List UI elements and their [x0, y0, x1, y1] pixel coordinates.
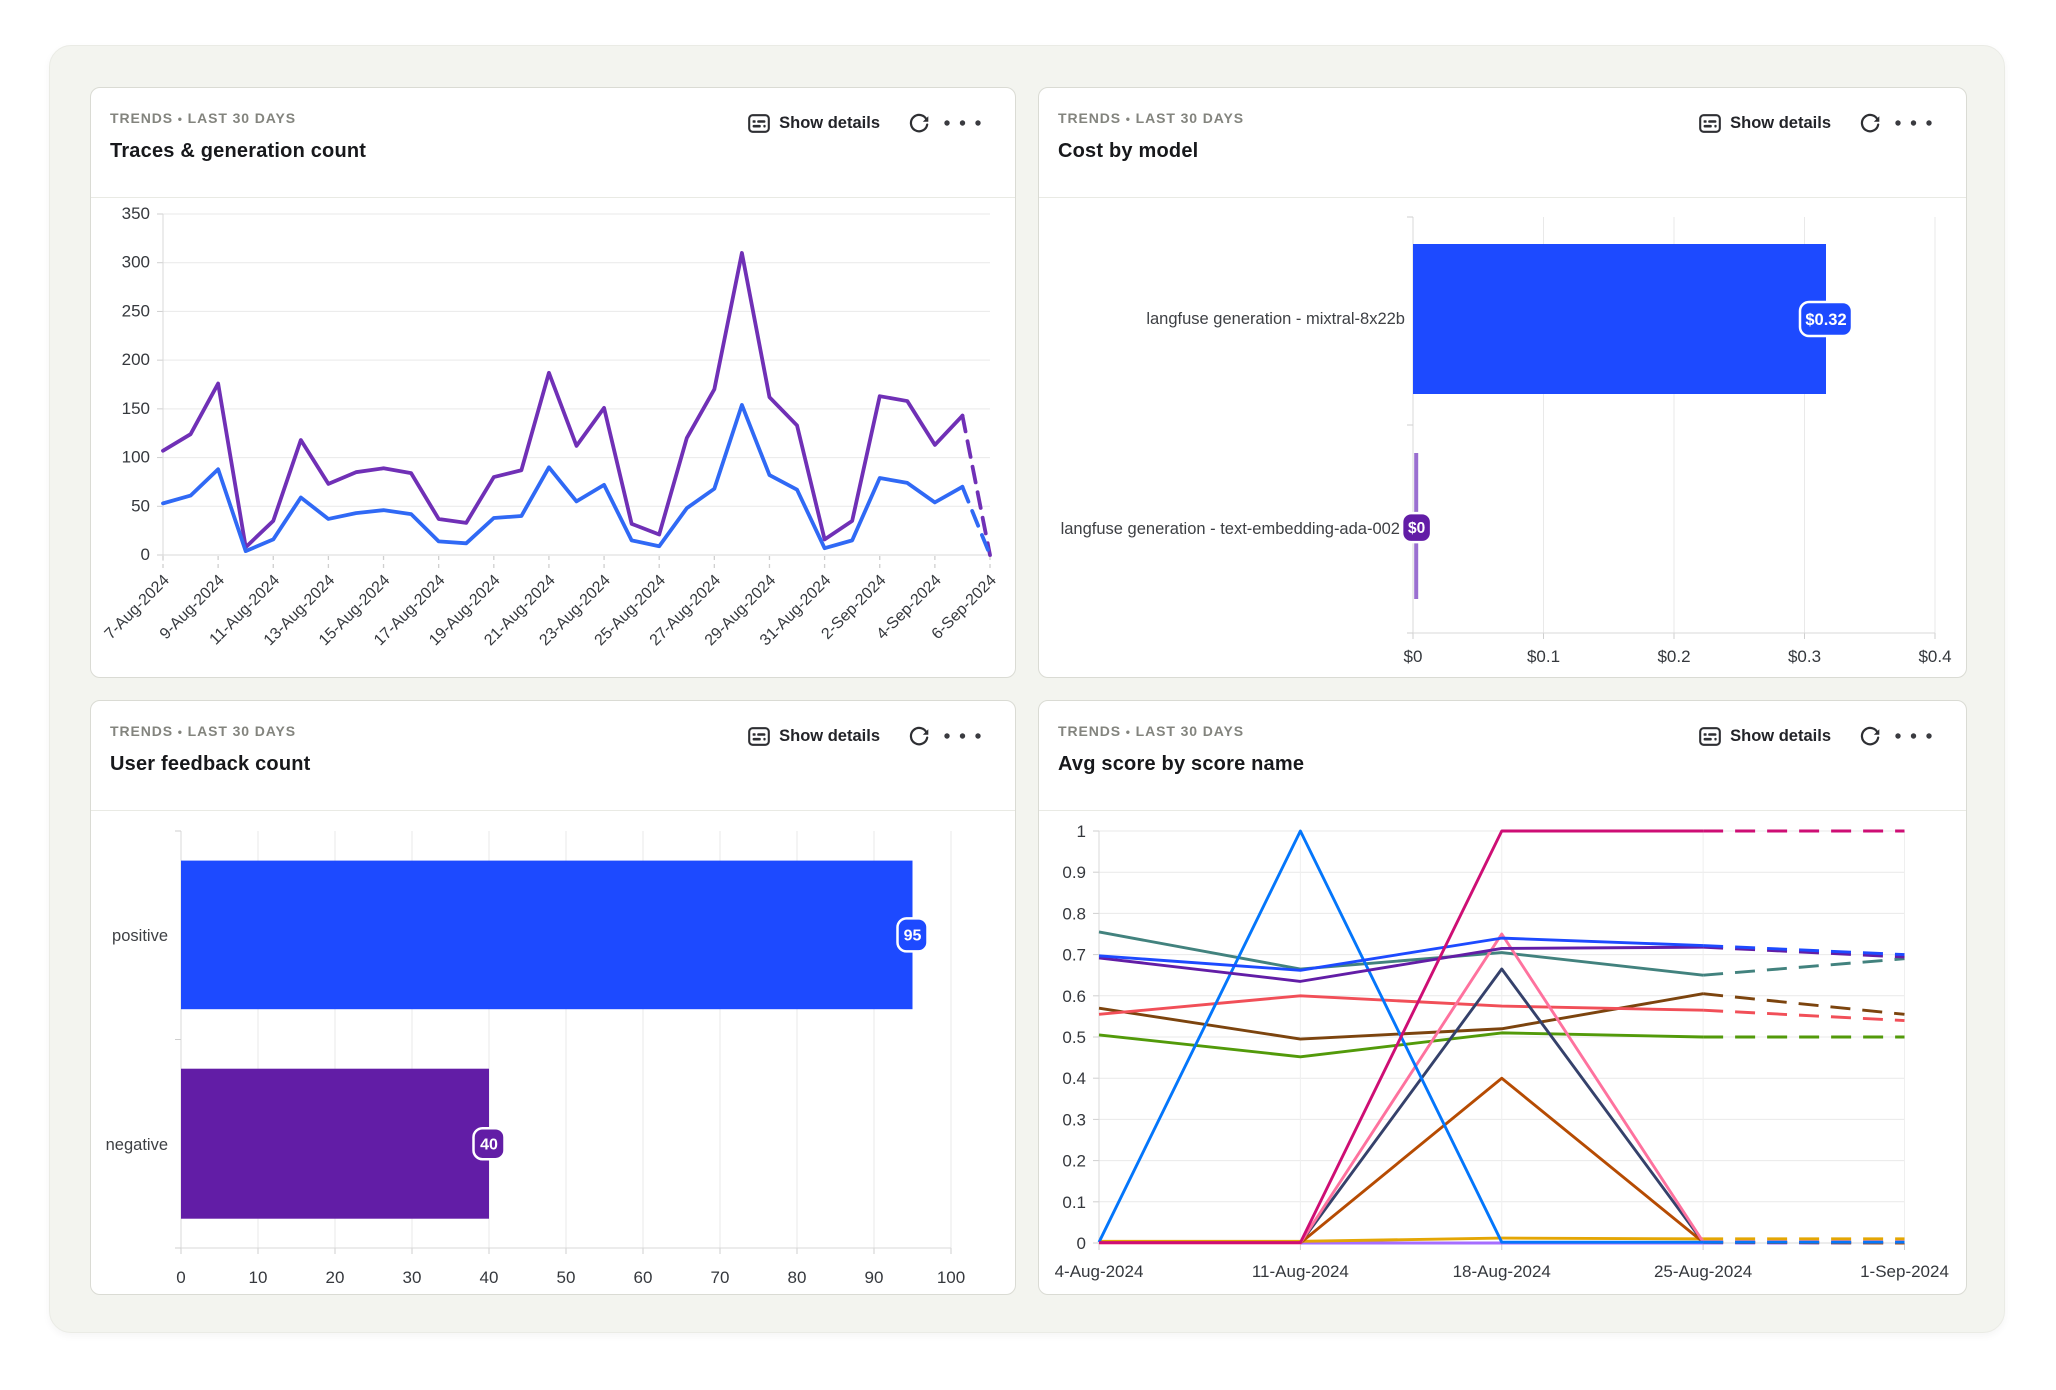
svg-text:100: 100: [937, 1268, 965, 1287]
svg-text:0: 0: [176, 1268, 185, 1287]
svg-text:50: 50: [131, 496, 150, 515]
svg-text:0.5: 0.5: [1062, 1028, 1086, 1047]
svg-text:40: 40: [480, 1268, 499, 1287]
svg-text:150: 150: [122, 399, 150, 418]
svg-text:18-Aug-2024: 18-Aug-2024: [1453, 1262, 1551, 1281]
svg-text:350: 350: [122, 204, 150, 223]
svg-text:0.3: 0.3: [1062, 1110, 1086, 1129]
svg-text:langfuse generation - mixtral-: langfuse generation - mixtral-8x22b: [1146, 310, 1405, 328]
svg-text:0: 0: [1077, 1234, 1086, 1253]
svg-text:$0.32: $0.32: [1805, 311, 1846, 329]
svg-text:positive: positive: [112, 927, 168, 945]
svg-text:$0.1: $0.1: [1527, 647, 1560, 666]
svg-text:negative: negative: [106, 1136, 168, 1154]
svg-text:20: 20: [326, 1268, 345, 1287]
svg-text:70: 70: [711, 1268, 730, 1287]
svg-text:30: 30: [403, 1268, 422, 1287]
svg-text:11-Aug-2024: 11-Aug-2024: [1252, 1262, 1349, 1281]
svg-text:0.1: 0.1: [1062, 1193, 1086, 1212]
svg-text:0.2: 0.2: [1062, 1152, 1086, 1171]
svg-text:25-Aug-2024: 25-Aug-2024: [1654, 1262, 1752, 1281]
svg-text:0: 0: [141, 545, 150, 564]
svg-text:1-Sep-2024: 1-Sep-2024: [1860, 1262, 1949, 1281]
svg-text:300: 300: [122, 253, 150, 272]
svg-text:$0.4: $0.4: [1918, 647, 1951, 666]
svg-text:100: 100: [122, 448, 150, 467]
svg-text:50: 50: [557, 1268, 576, 1287]
svg-text:$0: $0: [1408, 520, 1425, 537]
svg-text:250: 250: [122, 301, 150, 320]
svg-text:60: 60: [634, 1268, 653, 1287]
svg-text:200: 200: [122, 350, 150, 369]
svg-text:langfuse generation - text-emb: langfuse generation - text-embedding-ada…: [1061, 520, 1400, 538]
svg-text:4-Aug-2024: 4-Aug-2024: [1055, 1262, 1144, 1281]
svg-text:$0: $0: [1404, 647, 1423, 666]
svg-text:0.4: 0.4: [1062, 1069, 1086, 1088]
svg-text:1: 1: [1077, 822, 1086, 841]
svg-text:$0.2: $0.2: [1657, 647, 1690, 666]
svg-text:95: 95: [904, 928, 922, 945]
svg-text:0.8: 0.8: [1062, 904, 1086, 923]
svg-text:80: 80: [788, 1268, 807, 1287]
svg-text:90: 90: [865, 1268, 884, 1287]
svg-text:0.7: 0.7: [1062, 946, 1086, 965]
svg-text:0.9: 0.9: [1062, 863, 1086, 882]
svg-text:10: 10: [249, 1268, 268, 1287]
svg-text:40: 40: [480, 1136, 498, 1153]
svg-text:$0.3: $0.3: [1788, 647, 1821, 666]
svg-text:0.6: 0.6: [1062, 987, 1086, 1006]
